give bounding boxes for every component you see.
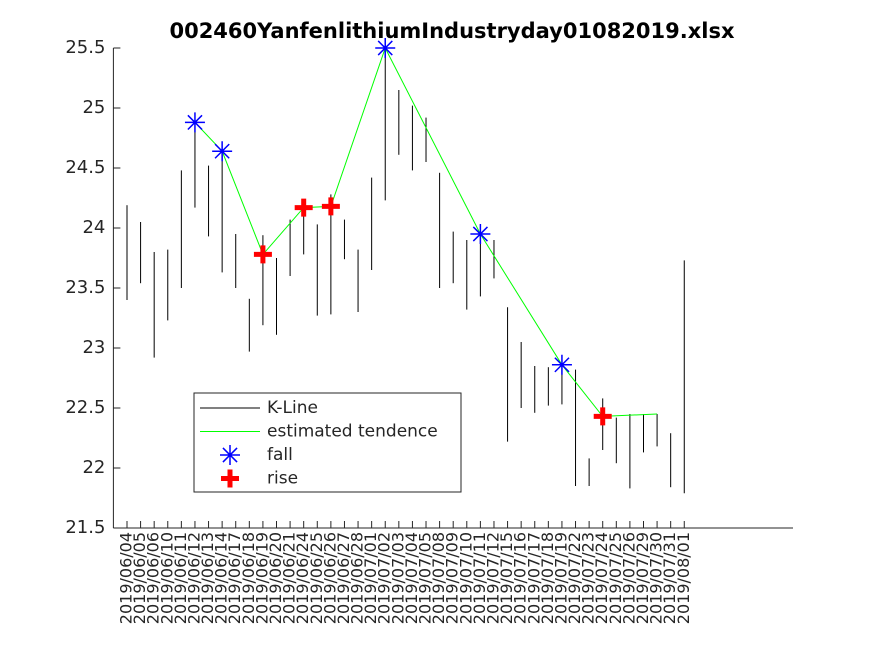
- x-tick-label: 2019/07/08: [429, 532, 448, 624]
- x-tick-label: 2019/07/16: [511, 532, 530, 624]
- x-tick-label: 2019/07/05: [416, 532, 435, 624]
- x-tick-label: 2019/07/10: [456, 532, 475, 624]
- x-tick-label: 2019/06/19: [252, 532, 271, 624]
- x-tick-label: 2019/06/05: [130, 532, 149, 624]
- x-tick-label: 2019/07/26: [619, 532, 638, 624]
- y-tick-label: 24.5: [65, 157, 105, 178]
- x-tick-label: 2019/06/04: [116, 532, 135, 624]
- x-tick-label: 2019/07/01: [361, 532, 380, 624]
- rise-marker: [294, 198, 313, 217]
- x-tick-label: 2019/07/04: [402, 532, 421, 624]
- legend-marker: [220, 445, 240, 465]
- fall-marker: [212, 141, 233, 162]
- y-tick-label: 22: [82, 457, 105, 478]
- x-tick-label: 2019/07/23: [579, 532, 598, 624]
- y-tick-label: 21.5: [65, 517, 105, 538]
- legend-label: rise: [267, 469, 298, 489]
- x-tick-label: 2019/06/13: [198, 532, 217, 624]
- x-tick-label: 2019/07/03: [388, 532, 407, 624]
- x-tick-label: 2019/06/11: [171, 532, 190, 624]
- x-tick-label: 2019/07/31: [660, 532, 679, 624]
- x-tick-label: 2019/07/24: [592, 532, 611, 624]
- x-tick-label: 2019/07/18: [538, 532, 557, 624]
- legend-label: estimated tendence: [267, 422, 438, 442]
- fall-marker: [551, 354, 572, 375]
- x-tick-label: 2019/06/14: [212, 532, 231, 624]
- chart-title: 002460YanfenlithiumIndustryday01082019.x…: [169, 19, 735, 43]
- x-tick-label: 2019/08/01: [674, 532, 693, 624]
- x-tick-label: 2019/06/21: [280, 532, 299, 624]
- x-tick-label: 2019/06/27: [334, 532, 353, 624]
- x-tick-label: 2019/07/22: [565, 532, 584, 624]
- x-tick-label: 2019/07/02: [375, 532, 394, 624]
- legend-label: K-Line: [267, 398, 318, 418]
- rise-marker: [321, 197, 340, 216]
- x-tick-label: 2019/06/28: [348, 532, 367, 624]
- x-tick-label: 2019/07/30: [647, 532, 666, 624]
- x-tick-label: 2019/06/24: [293, 532, 312, 624]
- x-tick-label: 2019/06/26: [320, 532, 339, 624]
- legend-marker: [221, 469, 239, 488]
- legend-label: fall: [267, 445, 293, 465]
- y-tick-label: 24: [82, 217, 105, 238]
- y-tick-label: 23: [82, 337, 105, 358]
- tendency-line: [194, 46, 658, 417]
- y-tick-label: 23.5: [65, 277, 105, 298]
- x-tick-label: 2019/07/15: [497, 532, 516, 624]
- x-tick-label: 2019/07/29: [633, 532, 652, 624]
- fall-marker: [470, 224, 491, 244]
- y-tick-label: 22.5: [65, 397, 105, 418]
- x-tick-label: 2019/06/12: [184, 532, 203, 624]
- x-tick-label: 2019/06/20: [266, 532, 285, 624]
- x-tick-label: 2019/07/11: [470, 532, 489, 624]
- x-tick-label: 2019/06/17: [225, 532, 244, 624]
- fall-marker: [375, 38, 396, 58]
- rise-marker: [593, 407, 612, 426]
- y-tick-label: 25.5: [65, 37, 105, 58]
- y-tick-label: 25: [82, 97, 105, 118]
- x-tick-label: 2019/07/12: [483, 532, 502, 624]
- x-tick-label: 2019/06/18: [239, 532, 258, 624]
- x-tick-label: 2019/07/19: [551, 532, 570, 624]
- x-tick-label: 2019/06/06: [144, 532, 163, 624]
- legend-box: [193, 392, 462, 493]
- x-tick-label: 2019/07/17: [524, 532, 543, 624]
- x-tick-label: 2019/07/09: [443, 532, 462, 624]
- fall-marker: [184, 112, 205, 133]
- x-tick-label: 2019/06/25: [307, 532, 326, 624]
- x-tick-label: 2019/06/10: [157, 532, 176, 624]
- x-tick-label: 2019/07/25: [606, 532, 625, 624]
- rise-marker: [253, 245, 272, 264]
